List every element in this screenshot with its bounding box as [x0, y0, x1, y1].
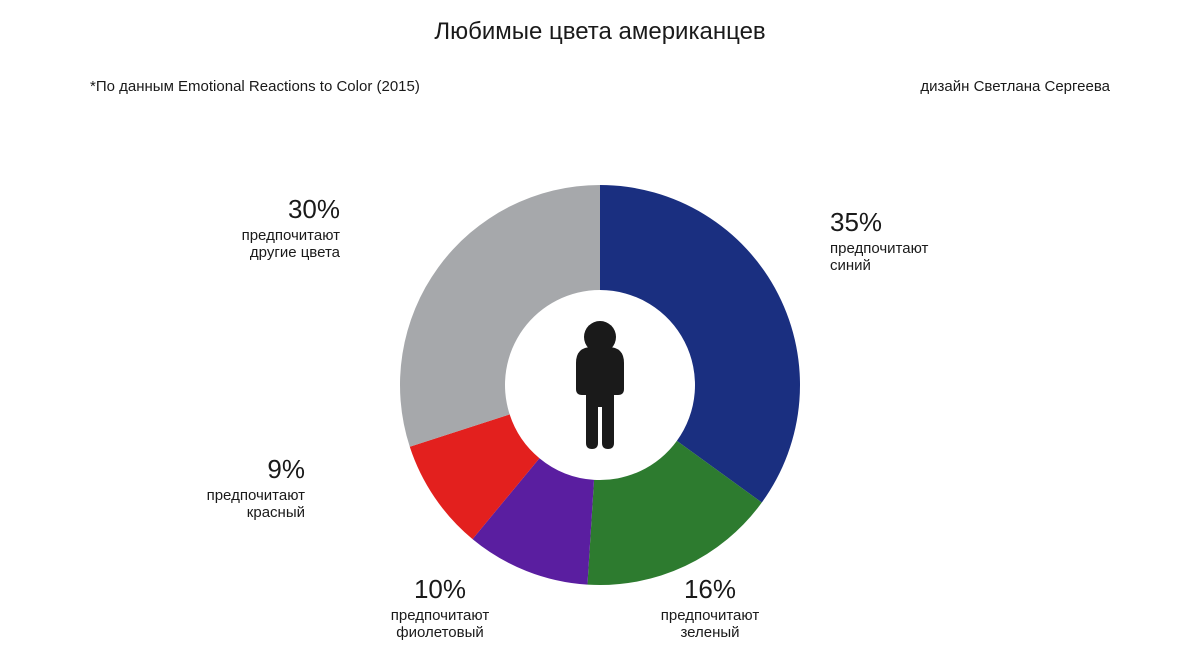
label-blue-line1: предпочитают: [830, 240, 928, 257]
label-red-line1: предпочитают: [207, 487, 305, 504]
label-other: 30% предпочитаютдругие цвета: [160, 195, 340, 261]
label-green-line2: зеленый: [680, 624, 739, 641]
label-purple-line2: фиолетовый: [396, 624, 484, 641]
label-red-pct: 9%: [125, 455, 305, 485]
slice-blue: [600, 185, 800, 503]
slice-other: [400, 185, 600, 447]
label-green-line1: предпочитают: [661, 607, 759, 624]
label-purple-line1: предпочитают: [391, 607, 489, 624]
label-red: 9% предпочитаюткрасный: [125, 455, 305, 521]
label-blue-line2: синий: [830, 257, 871, 274]
label-blue-pct: 35%: [830, 208, 928, 238]
label-other-pct: 30%: [160, 195, 340, 225]
person-icon: [576, 321, 624, 449]
label-other-line1: предпочитают: [242, 227, 340, 244]
label-purple: 10% предпочитаютфиолетовый: [350, 575, 530, 641]
donut-chart: 35%предпочитаютсиний16%предпочитаютзелен…: [0, 0, 1200, 650]
label-green: 16% предпочитаютзеленый: [620, 575, 800, 641]
label-blue: 35% предпочитаютсиний: [830, 208, 928, 274]
label-other-line2: другие цвета: [250, 244, 340, 261]
label-green-pct: 16%: [620, 575, 800, 605]
label-purple-pct: 10%: [350, 575, 530, 605]
donut-svg: [0, 0, 1200, 650]
label-red-line2: красный: [247, 504, 305, 521]
